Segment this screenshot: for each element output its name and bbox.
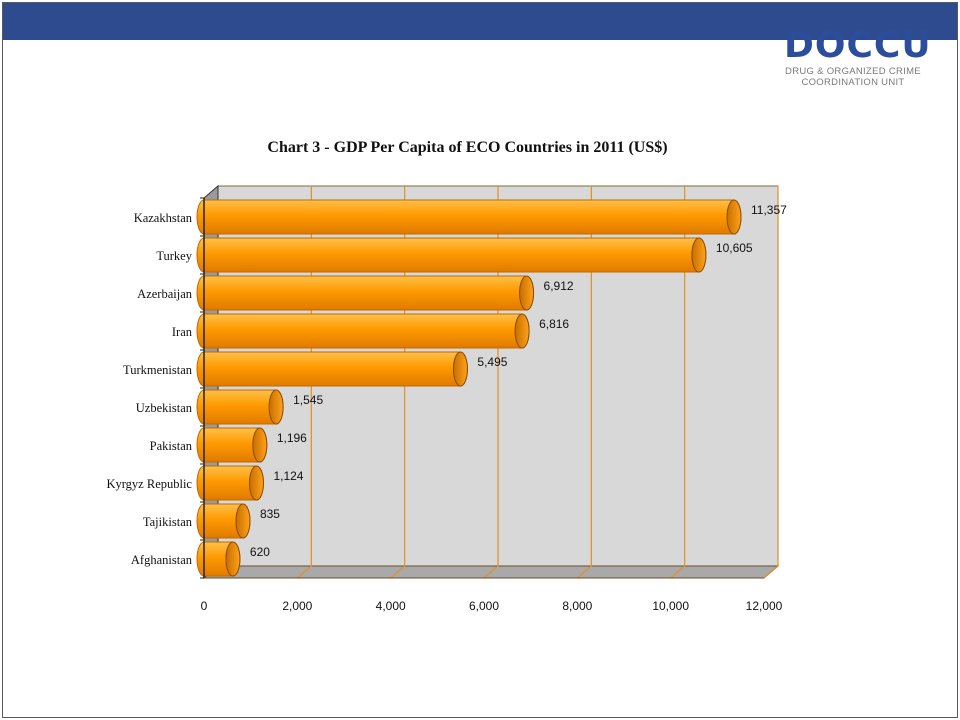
category-label: Turkmenistan [123, 363, 193, 377]
x-tick-label: 12,000 [746, 599, 783, 613]
x-axis: 0 2,000 4,000 6,000 8,000 10,000 12,000 [201, 577, 783, 613]
logo-wordmark: DOCCU [784, 25, 932, 66]
bar-end-cap [514, 313, 530, 349]
y-axis: Kazakhstan Turkey Azerbaijan Iran Turkmenist… [106, 197, 205, 579]
bar-end-cap [248, 465, 264, 501]
bar-end-cap [519, 275, 535, 311]
bar [196, 275, 535, 311]
category-label: Pakistan [150, 439, 193, 453]
bar-end-cap [268, 389, 284, 425]
data-label: 1,196 [277, 431, 307, 445]
x-tick-label: 0 [201, 599, 208, 613]
category-label: Uzbekistan [136, 401, 193, 415]
category-label: Iran [172, 325, 193, 339]
header-band [3, 3, 957, 40]
bar-end-cap [252, 427, 268, 463]
data-label: 1,545 [293, 393, 323, 407]
data-label: 620 [250, 545, 270, 559]
gridline [576, 186, 592, 579]
bar [196, 237, 707, 273]
category-label: Azerbaijan [137, 287, 193, 301]
data-label: 6,912 [544, 279, 574, 293]
data-label: 1,124 [273, 469, 303, 483]
gridlines [296, 186, 779, 579]
doccu-logo: DOCCU DRUG & ORGANIZED CRIME COORDINATIO… [780, 25, 932, 90]
x-tick-label: 8,000 [562, 599, 592, 613]
bar-end-cap [235, 503, 251, 539]
gridline [763, 186, 779, 579]
category-label: Tajikistan [143, 515, 193, 529]
logo-subtitle-line2: COORDINATION UNIT [801, 77, 905, 88]
data-label: 835 [260, 507, 280, 521]
x-tick-label: 4,000 [376, 599, 406, 613]
bar [196, 199, 742, 235]
data-label: 5,495 [477, 355, 507, 369]
x-tick-label: 2,000 [282, 599, 312, 613]
bar [196, 351, 468, 387]
data-label: 6,816 [539, 317, 569, 331]
category-label: Kazakhstan [134, 211, 193, 225]
bars: 11,357 10,605 6,912 6,816 5,495 1,545 1,196 1,1… [196, 199, 787, 577]
gridline [296, 186, 312, 579]
gridline [483, 186, 499, 579]
x-tick-label: 10,000 [652, 599, 689, 613]
logo-subtitle-line1: DRUG & ORGANIZED CRIME [785, 66, 921, 77]
bar-end-cap [691, 237, 707, 273]
category-label: Kyrgyz Republic [106, 477, 192, 491]
bar [196, 313, 530, 349]
data-label: 11,357 [751, 203, 787, 217]
bar-end-cap [726, 199, 742, 235]
bar-end-cap [225, 541, 241, 577]
gridline [390, 186, 406, 579]
category-label: Turkey [156, 249, 192, 263]
gridline [670, 186, 686, 579]
category-label: Afghanistan [131, 553, 193, 567]
bar-end-cap [452, 351, 468, 387]
chart-title: Chart 3 - GDP Per Capita of ECO Countrie… [267, 139, 668, 156]
data-label: 10,605 [716, 241, 753, 255]
x-tick-label: 6,000 [469, 599, 499, 613]
